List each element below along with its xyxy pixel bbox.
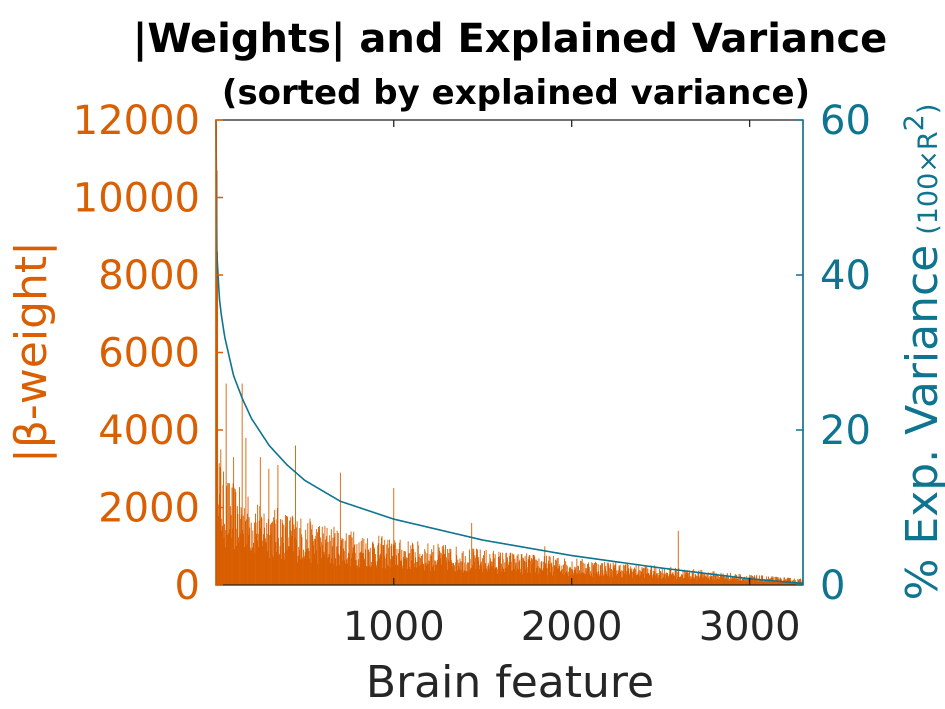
right-axis-label-sup: 2: [899, 114, 930, 131]
x-axis-label: Brain feature: [366, 657, 654, 708]
right-axis-label-sub: (100×R: [913, 131, 944, 234]
variance-line: [215, 119, 803, 585]
weight-bars: [215, 123, 804, 585]
axis-ticks: 0 2000 4000 6000 8000 10000 12000 0 20 40 60 1000 20…: [73, 98, 871, 650]
left-tick-label: 12000: [73, 98, 200, 144]
left-tick-label: 2000: [98, 486, 200, 532]
x-tick-label: 2000: [521, 604, 623, 650]
chart-title: |Weights| and Explained Variance: [133, 16, 888, 63]
x-tick-label: 1000: [343, 604, 445, 650]
plot-frame: [215, 119, 804, 586]
right-tick-label: 40: [820, 253, 871, 299]
left-tick-label: 4000: [98, 408, 200, 454]
left-tick-label: 6000: [98, 331, 200, 377]
right-axis-label-main: % Exp. Variance: [897, 245, 945, 601]
left-tick-label: 0: [175, 563, 200, 609]
chart-subtitle: (sorted by explained variance): [222, 73, 810, 113]
left-tick-label: 8000: [98, 253, 200, 299]
left-tick-label: 10000: [73, 176, 200, 222]
right-axis-label-close: ): [913, 104, 944, 115]
x-tick-label: 3000: [699, 604, 801, 650]
left-axis-label: |β-weight|: [6, 241, 57, 463]
right-tick-label: 20: [820, 408, 871, 454]
right-tick-label: 0: [820, 563, 845, 609]
right-tick-label: 60: [820, 98, 871, 144]
right-axis-label: % Exp. Variance (100×R2): [897, 104, 945, 601]
